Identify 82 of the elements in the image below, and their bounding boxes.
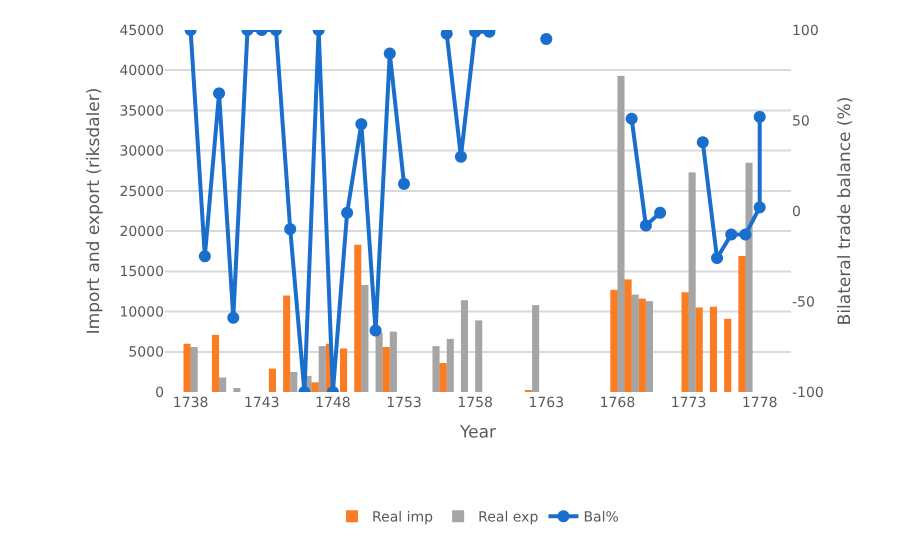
bar <box>696 308 703 392</box>
point <box>370 324 382 336</box>
point <box>696 136 709 148</box>
x-tick-label: 1748 <box>315 395 351 411</box>
y-tick-label: 40000 <box>119 63 164 80</box>
point <box>754 201 766 214</box>
point <box>284 223 296 236</box>
bar <box>190 346 198 392</box>
point <box>398 178 410 190</box>
y2-tick-label: 0 <box>792 204 801 220</box>
x-tick-label: 1768 <box>600 395 636 411</box>
bar <box>382 346 390 392</box>
bar <box>376 332 383 392</box>
bar <box>283 295 290 392</box>
bar <box>184 344 191 392</box>
bar <box>390 332 397 392</box>
bar <box>532 305 540 392</box>
point <box>454 150 467 163</box>
x-tick-label: 1778 <box>742 395 778 411</box>
y-tick-label: 5000 <box>128 344 164 361</box>
y-tick-label: 45000 <box>119 22 164 39</box>
legend-label: Bal% <box>583 510 619 526</box>
bar <box>318 346 326 392</box>
legend-label: Real imp <box>372 510 434 526</box>
bar <box>688 172 696 392</box>
bar <box>624 279 632 392</box>
x-tick-label: 1758 <box>457 395 493 411</box>
y2-tick-label: -100 <box>792 384 824 401</box>
bar <box>340 348 348 392</box>
bar <box>219 378 226 392</box>
x-axis-title: Year <box>459 422 496 442</box>
bar <box>432 346 440 392</box>
bar <box>638 298 646 392</box>
point <box>711 252 724 264</box>
y-tick-label: 10000 <box>119 304 164 320</box>
bar <box>745 162 753 392</box>
y-tick-label: 30000 <box>119 144 164 160</box>
x-tick-label: 1763 <box>528 395 564 411</box>
y2-axis-title: Bilateral trade balance (%) <box>835 96 856 326</box>
y-tick-label: 25000 <box>119 184 164 200</box>
bar <box>446 338 454 392</box>
bar <box>268 368 276 392</box>
point <box>654 206 666 219</box>
x-tick-label: 1743 <box>244 395 280 411</box>
bar <box>475 320 482 392</box>
bar <box>354 244 362 392</box>
x-tick-label: 1753 <box>386 395 422 411</box>
y2-tick-label: 50 <box>792 113 810 130</box>
y-tick-label: 35000 <box>119 103 164 120</box>
bar <box>312 382 319 392</box>
y-tick-label: 15000 <box>119 264 164 280</box>
y2-tick-label: -50 <box>792 294 815 310</box>
bar <box>738 256 746 392</box>
point <box>754 110 766 123</box>
y-tick-label: 20000 <box>119 224 164 240</box>
bar <box>460 300 468 392</box>
bar <box>681 292 689 392</box>
y-tick-label: 0 <box>155 384 164 401</box>
legend-label: Real exp <box>478 510 538 526</box>
bar <box>361 285 368 392</box>
point <box>640 219 652 232</box>
x-tick-label: 1773 <box>670 395 706 411</box>
bar <box>724 318 732 392</box>
point <box>341 206 354 219</box>
point <box>725 228 738 241</box>
point <box>626 112 638 125</box>
bar <box>440 363 447 392</box>
bar <box>617 76 625 392</box>
bar <box>710 306 718 392</box>
point <box>227 312 240 324</box>
bar <box>233 388 240 392</box>
y2-tick-label: 100 <box>792 22 819 39</box>
bar <box>610 290 618 392</box>
y-axis-title: Import and export (riksdaler) <box>84 88 104 334</box>
bar <box>212 334 220 392</box>
bar <box>646 301 653 392</box>
bar <box>632 294 639 392</box>
bar <box>290 372 298 392</box>
point <box>739 228 752 241</box>
x-tick-label: 1738 <box>172 395 208 411</box>
point <box>355 118 368 130</box>
point <box>198 250 211 262</box>
